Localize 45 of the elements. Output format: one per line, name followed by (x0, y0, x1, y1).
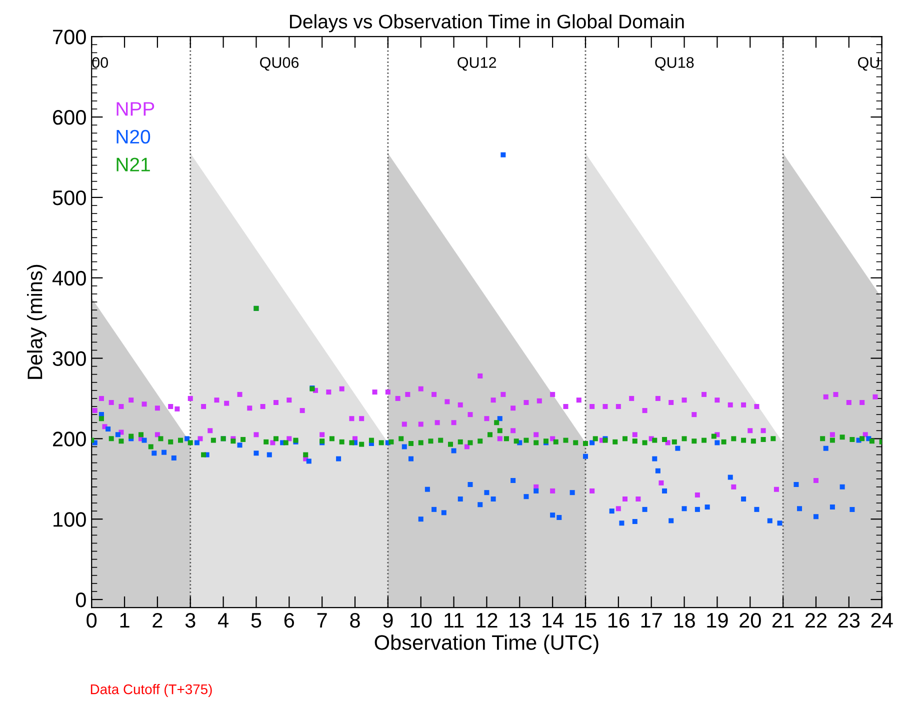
x-tick-label: 8 (350, 612, 360, 628)
text: N20 (116, 130, 150, 144)
y-tick-label: 300 (52, 351, 86, 366)
x-tick-label: 15 (576, 613, 596, 628)
text: Data Cutoff (T+375) (90, 684, 212, 697)
y-axis-title: Delay (mins) (27, 264, 46, 379)
annotation: QU06 (260, 57, 299, 71)
x-tick-label: 12 (476, 612, 498, 628)
x-tick-label: 16 (608, 612, 630, 628)
x-tick-label: 5 (251, 613, 262, 628)
annotation: 00 (92, 57, 108, 68)
x-tick-label: 7 (317, 613, 327, 628)
x-tick-label: 1 (120, 613, 130, 628)
annotation: QU (858, 57, 880, 71)
x-tick-label: 4 (218, 613, 228, 628)
x-axis-title: Observation Time (UTC) (374, 634, 598, 654)
x-tick-label: 21 (772, 612, 794, 628)
x-tick-label: 23 (838, 612, 860, 628)
y-tick-label: 100 (54, 512, 86, 527)
x-tick-label: 3 (185, 612, 196, 628)
x-tick-label: 19 (707, 612, 728, 628)
x-tick-label: 17 (641, 613, 662, 628)
x-tick-label: 13 (510, 612, 530, 628)
chart-title: Delays vs Observation Time in Global Domain (290, 14, 684, 32)
x-tick-label: 20 (740, 612, 761, 628)
y-tick-label: 600 (53, 110, 86, 125)
text: NPP (116, 102, 154, 116)
y-tick-label: 400 (52, 270, 86, 286)
x-tick-label: 14 (542, 613, 564, 628)
x-tick-label: 11 (444, 613, 464, 628)
x-tick-label: 0 (86, 612, 97, 628)
x-tick-label: 10 (410, 612, 432, 628)
x-tick-label: 24 (871, 612, 893, 628)
x-tick-label: 18 (674, 612, 695, 628)
y-tick-label: 200 (53, 432, 86, 446)
y-tick-label: 500 (52, 190, 86, 206)
annotation: QU12 (458, 57, 496, 71)
y-tick-label: 0 (76, 592, 86, 608)
x-tick-label: 9 (383, 612, 393, 628)
x-tick-label: 22 (805, 612, 827, 628)
x-tick-label: 6 (284, 612, 294, 628)
y-tick-label: 700 (53, 30, 86, 44)
annotation: QU18 (655, 57, 694, 71)
x-tick-label: 2 (152, 612, 162, 628)
text: N21 (116, 158, 150, 172)
